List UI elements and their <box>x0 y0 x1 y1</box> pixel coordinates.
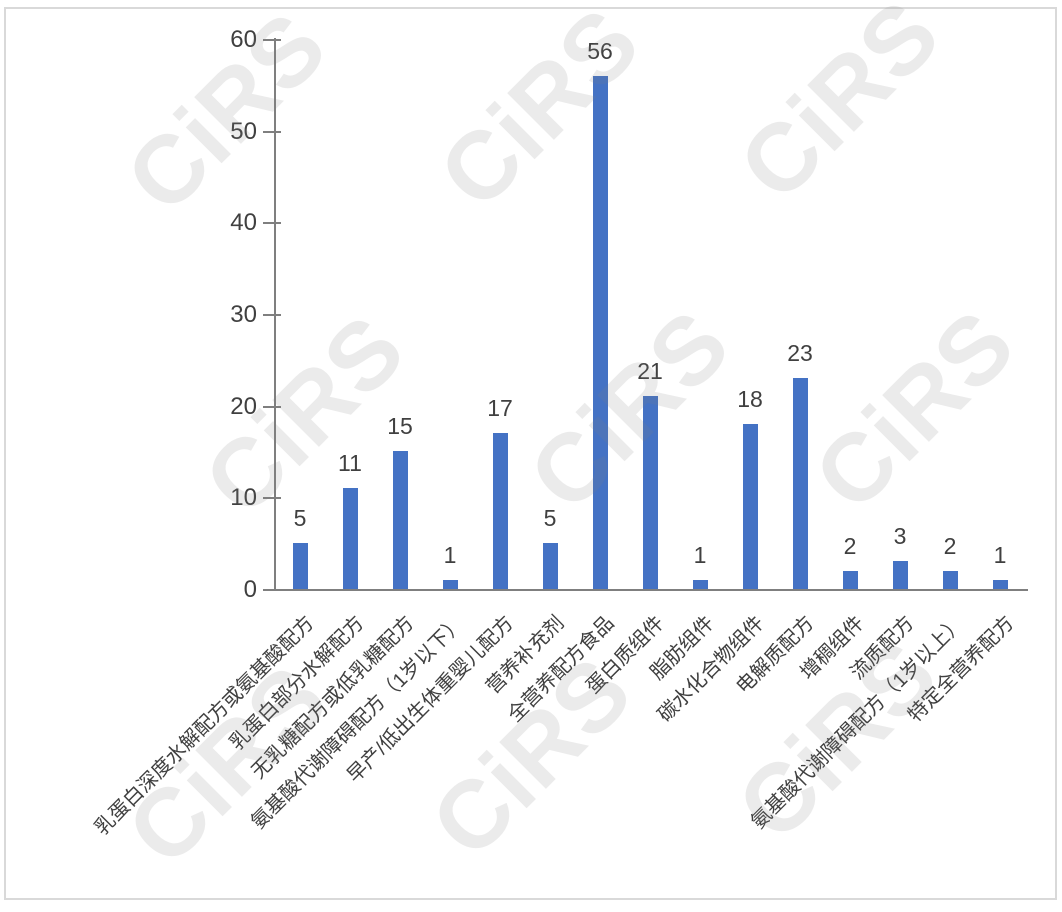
bar <box>542 543 558 589</box>
y-axis-tick-label: 10 <box>230 484 257 512</box>
y-axis-tick-label: 0 <box>243 576 257 603</box>
bar-value-label: 15 <box>387 413 413 440</box>
bar <box>742 423 758 589</box>
y-axis-tick-mark <box>263 130 281 133</box>
bar-value-label: 21 <box>637 358 663 385</box>
bar <box>942 570 958 589</box>
bar <box>492 433 508 589</box>
y-axis-tick-label: 40 <box>230 209 257 237</box>
bar-value-label: 3 <box>893 523 907 550</box>
y-axis-tick-mark <box>263 497 281 500</box>
y-axis-tick-mark <box>263 313 281 316</box>
bar-value-label: 1 <box>993 541 1007 568</box>
y-axis-tick-mark <box>263 222 281 225</box>
y-axis-tick-mark <box>263 589 281 591</box>
bar <box>592 75 608 589</box>
bar <box>692 579 708 589</box>
chart-border-frame <box>4 7 1057 900</box>
bar <box>442 579 458 589</box>
bar-value-label: 18 <box>737 385 763 412</box>
y-axis-tick-label: 50 <box>230 117 257 145</box>
bar-value-label: 1 <box>693 541 707 568</box>
bar <box>792 378 808 589</box>
bar-value-label: 5 <box>543 505 557 532</box>
bar <box>392 451 408 589</box>
y-axis-tick-mark <box>263 38 281 41</box>
bar-value-label: 1 <box>443 541 457 568</box>
bar <box>842 570 858 589</box>
bar-value-label: 2 <box>843 532 857 559</box>
bar <box>292 543 308 589</box>
bar-value-label: 11 <box>338 450 362 477</box>
bar-value-label: 56 <box>587 37 613 64</box>
bar-value-label: 17 <box>487 395 513 422</box>
bar <box>992 579 1008 589</box>
bar <box>342 488 358 589</box>
bar <box>892 561 908 589</box>
x-axis-line <box>274 589 1028 591</box>
bar-value-label: 5 <box>293 505 307 532</box>
y-axis-tick-label: 30 <box>230 300 257 328</box>
y-axis-tick-label: 20 <box>230 392 257 420</box>
bar-value-label: 23 <box>787 340 813 367</box>
bar <box>642 396 658 589</box>
y-axis-tick-mark <box>263 405 281 408</box>
bar-value-label: 2 <box>943 532 957 559</box>
y-axis-tick-label: 60 <box>230 25 257 53</box>
